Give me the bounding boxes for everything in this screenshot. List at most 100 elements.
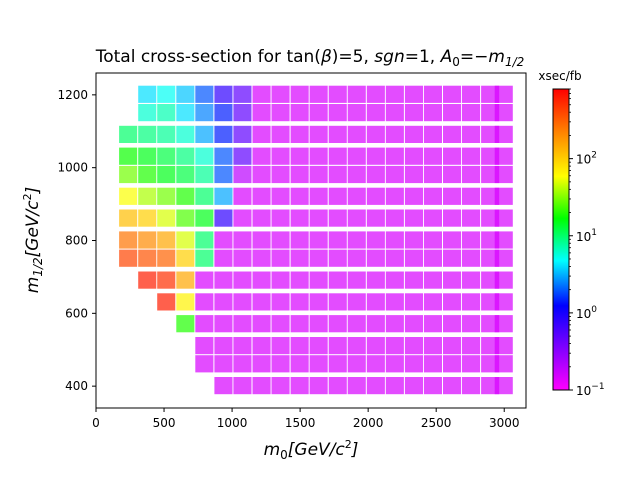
heatmap-cell bbox=[271, 104, 290, 122]
heatmap-cell bbox=[494, 293, 513, 311]
heatmap-cell bbox=[309, 315, 328, 333]
heatmap-cell bbox=[271, 377, 290, 395]
heatmap-cell bbox=[157, 104, 176, 122]
heatmap-cell bbox=[176, 231, 195, 249]
heatmap-cell bbox=[481, 147, 500, 165]
heatmap-cell bbox=[214, 249, 233, 267]
heatmap-cell bbox=[481, 231, 500, 249]
heatmap-cell bbox=[462, 231, 481, 249]
heatmap-cell bbox=[176, 293, 195, 311]
heatmap-cell bbox=[233, 147, 252, 165]
heatmap-cell bbox=[138, 249, 157, 267]
heatmap-cell bbox=[271, 147, 290, 165]
colorbar-tick-label: 102 bbox=[576, 151, 597, 167]
heatmap-cell bbox=[366, 377, 385, 395]
heatmap-cell bbox=[481, 209, 500, 227]
heatmap-cell bbox=[423, 209, 442, 227]
y-tick-label: 400 bbox=[65, 379, 88, 393]
heatmap-cell bbox=[443, 271, 462, 289]
heatmap-cell bbox=[214, 209, 233, 227]
heatmap-cell bbox=[328, 231, 347, 249]
chart-title: Total cross-section for tan(β)=5, sgn=1,… bbox=[95, 47, 525, 69]
heatmap-cell bbox=[290, 165, 309, 184]
heatmap-cell bbox=[423, 249, 442, 267]
heatmap-cell bbox=[271, 231, 290, 249]
heatmap-cell bbox=[328, 85, 347, 103]
heatmap-cell bbox=[157, 125, 176, 143]
heatmap-cell bbox=[119, 125, 138, 143]
heatmap-cell bbox=[195, 125, 214, 143]
heatmap-cell bbox=[347, 315, 366, 333]
heatmap-cell bbox=[423, 271, 442, 289]
heatmap-cell bbox=[494, 355, 513, 373]
heatmap-cell bbox=[404, 85, 423, 103]
heatmap-cell bbox=[462, 271, 481, 289]
heatmap-cell bbox=[138, 231, 157, 249]
heatmap-cell bbox=[157, 165, 176, 184]
heatmap-cell bbox=[214, 271, 233, 289]
heatmap-cell bbox=[404, 315, 423, 333]
heatmap-cell bbox=[462, 209, 481, 227]
heatmap-cell bbox=[309, 271, 328, 289]
heatmap-cell bbox=[366, 337, 385, 355]
heatmap-cell bbox=[347, 187, 366, 205]
heatmap-cell bbox=[494, 337, 513, 355]
heatmap-cell bbox=[214, 231, 233, 249]
heatmap-cell bbox=[214, 355, 233, 373]
heatmap-cell bbox=[443, 355, 462, 373]
x-tick-label: 1500 bbox=[285, 416, 316, 430]
heatmap-cell bbox=[214, 315, 233, 333]
heatmap-cell bbox=[138, 165, 157, 184]
heatmap-cell bbox=[138, 104, 157, 122]
heatmap-cell bbox=[119, 147, 138, 165]
heatmap-cell bbox=[176, 85, 195, 103]
heatmap-cell bbox=[347, 104, 366, 122]
heatmap-cell bbox=[233, 165, 252, 184]
heatmap-cell bbox=[494, 165, 513, 184]
heatmap-cell bbox=[404, 355, 423, 373]
heatmap-cell bbox=[494, 125, 513, 143]
heatmap-cell bbox=[385, 377, 404, 395]
heatmap-cell bbox=[481, 355, 500, 373]
y-axis-label: m1/2[GeV/c2] bbox=[21, 187, 45, 293]
heatmap-cell bbox=[385, 315, 404, 333]
heatmap-cell bbox=[404, 165, 423, 184]
heatmap-cell bbox=[443, 125, 462, 143]
heatmap-cell bbox=[481, 187, 500, 205]
heatmap-cell bbox=[138, 209, 157, 227]
heatmap-cell bbox=[443, 337, 462, 355]
heatmap-cell bbox=[290, 293, 309, 311]
heatmap-cell bbox=[119, 231, 138, 249]
heatmap-cell bbox=[233, 315, 252, 333]
colorbar-label: xsec/fb bbox=[538, 69, 581, 83]
heatmap-cell bbox=[271, 355, 290, 373]
heatmap-cell bbox=[233, 209, 252, 227]
heatmap-cell bbox=[347, 85, 366, 103]
heatmap-cell bbox=[214, 104, 233, 122]
heatmap-cell bbox=[404, 187, 423, 205]
heatmap-cell bbox=[494, 147, 513, 165]
heatmap-cell bbox=[309, 85, 328, 103]
heatmap-cell bbox=[195, 271, 214, 289]
heatmap-cell bbox=[252, 355, 271, 373]
heatmap-cell bbox=[481, 85, 500, 103]
heatmap-cell bbox=[176, 187, 195, 205]
heatmap-cell bbox=[157, 209, 176, 227]
heatmap-cell bbox=[366, 147, 385, 165]
heatmap-cell bbox=[252, 315, 271, 333]
heatmap-cell bbox=[233, 377, 252, 395]
heatmap-cell bbox=[423, 355, 442, 373]
heatmap-cell bbox=[290, 209, 309, 227]
heatmap-cell bbox=[462, 293, 481, 311]
heatmap-cell bbox=[443, 231, 462, 249]
heatmap-cell bbox=[366, 165, 385, 184]
heatmap-cell bbox=[176, 315, 195, 333]
y-tick-label: 800 bbox=[65, 234, 88, 248]
heatmap-cell bbox=[443, 85, 462, 103]
heatmap-cell bbox=[138, 147, 157, 165]
heatmap-cell bbox=[347, 355, 366, 373]
heatmap-cell bbox=[481, 165, 500, 184]
heatmap-cell bbox=[271, 271, 290, 289]
heatmap-cell bbox=[494, 271, 513, 289]
x-tick-label: 3000 bbox=[489, 416, 520, 430]
